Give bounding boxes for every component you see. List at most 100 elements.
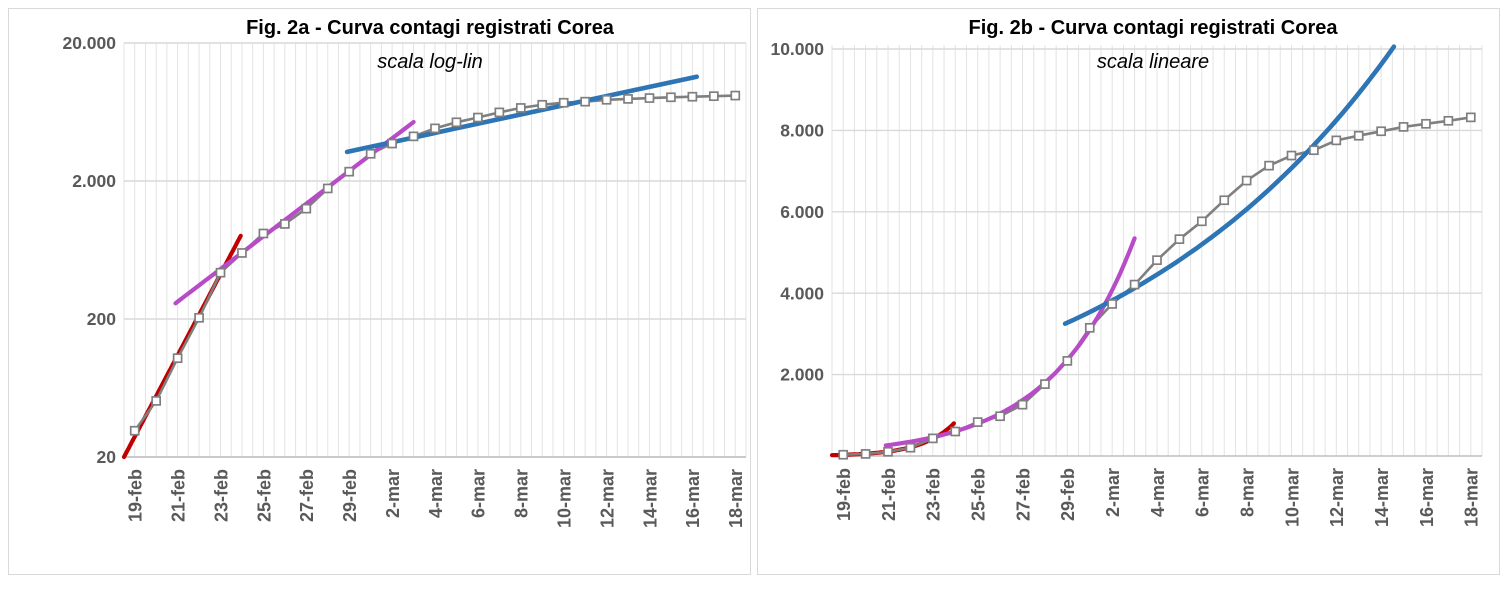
chart-panel-fig2a: Fig. 2a - Curva contagi registrati Corea…: [8, 8, 751, 575]
data-point-marker: [430, 123, 440, 134]
data-point-marker: [1376, 126, 1386, 137]
y-axis-label: 4.000: [780, 283, 824, 303]
data-point-marker: [1353, 130, 1364, 141]
trendline-magenta: [883, 236, 1137, 448]
data-point-marker: [1196, 216, 1207, 227]
data-point-marker: [580, 96, 590, 107]
x-axis-label: 8-mar: [1237, 468, 1257, 517]
x-axis-label: 14-mar: [640, 469, 660, 528]
x-axis-label: 27-feb: [1013, 468, 1033, 521]
y-axis-label: 20: [97, 447, 117, 467]
trendline-magenta: [173, 119, 416, 306]
data-point-marker: [344, 166, 355, 177]
data-point-marker: [194, 312, 204, 323]
x-axis-label: 12-mar: [1327, 468, 1347, 527]
data-point-marker: [995, 411, 1005, 422]
data-point-marker: [151, 396, 162, 406]
x-axis-label: 4-mar: [1148, 468, 1168, 517]
data-point-marker: [1421, 118, 1431, 129]
data-point-marker: [1084, 322, 1095, 333]
data-point-marker: [1241, 175, 1252, 186]
data-point-marker: [215, 267, 226, 278]
data-point-marker: [1309, 145, 1319, 156]
x-axis-label: 19-feb: [834, 468, 854, 521]
data-point-marker: [905, 442, 916, 453]
y-axis-label: 2.000: [72, 171, 116, 191]
data-point-marker: [687, 91, 698, 102]
data-point-marker: [666, 92, 676, 103]
data-point-marker: [280, 219, 290, 229]
x-axis-label: 4-mar: [426, 469, 446, 518]
data-point-marker: [838, 449, 849, 460]
x-axis-label: 23-feb: [211, 469, 231, 522]
x-axis-label: 10-mar: [1282, 468, 1302, 527]
x-axis-label: 19-feb: [126, 469, 146, 522]
data-point-marker: [515, 103, 526, 113]
x-axis-label: 25-feb: [969, 468, 989, 521]
chart-subtitle-fig2a: scala log-lin: [377, 51, 483, 73]
x-axis-label: 10-mar: [555, 469, 575, 528]
trendline-blue: [344, 74, 699, 155]
data-point-marker: [601, 94, 612, 105]
data-point-marker: [1062, 356, 1073, 366]
x-axis-label: 21-feb: [879, 468, 899, 521]
data-point-marker: [322, 183, 333, 194]
data-point-marker: [473, 112, 483, 123]
data-point-marker: [1264, 160, 1274, 171]
x-axis-label: 16-mar: [683, 469, 703, 528]
data-point-marker: [1152, 255, 1162, 266]
data-point-marker: [644, 93, 655, 103]
chart-subtitle-fig2b: scala lineare: [1096, 51, 1210, 73]
data-point-marker: [1129, 279, 1140, 290]
data-point-marker: [494, 107, 505, 118]
data-point-marker: [1465, 112, 1476, 123]
x-axis-label: 25-feb: [254, 469, 274, 522]
data-point-marker: [129, 425, 140, 436]
data-point-marker: [237, 248, 247, 258]
linear-chart-plot: 10.000 8.000 6.000 4.000 2.000 19-feb 21-feb 23…: [770, 39, 1483, 527]
data-point-marker: [708, 91, 719, 102]
data-point-marker: [860, 449, 871, 459]
y-axis-label: 8.000: [780, 121, 824, 141]
data-point-marker: [883, 446, 893, 457]
x-axis-label: 18-mar: [1462, 468, 1482, 527]
data-point-marker: [1443, 115, 1454, 126]
x-axis-label: 29-feb: [340, 469, 360, 522]
data-point-marker: [1040, 379, 1050, 389]
x-axis-label: 12-mar: [597, 469, 617, 528]
x-axis-label: 8-mar: [512, 469, 532, 518]
data-point-marker: [1174, 234, 1185, 245]
x-axis-label: 18-mar: [726, 469, 746, 528]
x-axis-label: 29-feb: [1058, 468, 1078, 521]
data-point-marker: [558, 97, 569, 108]
chart-title-fig2b: Fig. 2b - Curva contagi registrati Corea: [968, 17, 1338, 39]
y-axis-label: 200: [87, 309, 116, 329]
x-axis-label: 14-mar: [1372, 468, 1392, 527]
chart-title-fig2a: Fig. 2a - Curva contagi registrati Corea: [246, 17, 614, 39]
log-lin-chart-plot: 20.000 2.000 200 20 19-feb 21-feb 23-feb 25-feb…: [62, 33, 747, 528]
x-axis-label: 2-mar: [1103, 468, 1123, 517]
data-point-marker: [1219, 195, 1230, 206]
trendline-blue: [1062, 44, 1397, 326]
data-point-marker: [730, 90, 741, 101]
y-axis-label: 10.000: [770, 39, 824, 59]
x-axis-label: 23-feb: [924, 468, 944, 521]
data-point-marker: [258, 228, 269, 239]
x-axis-label: 16-mar: [1417, 468, 1437, 527]
x-axis-label: 21-feb: [168, 469, 188, 522]
y-axis-label: 2.000: [780, 365, 824, 385]
data-point-marker: [387, 138, 397, 149]
data-point-marker: [172, 353, 183, 364]
data-point-marker: [623, 94, 633, 104]
data-point-marker: [1398, 122, 1409, 132]
data-point-marker: [537, 99, 548, 110]
y-axis-label: 20.000: [62, 33, 116, 53]
x-axis-label: 2-mar: [383, 469, 403, 518]
x-axis-label: 6-mar: [469, 469, 489, 518]
data-point-marker: [972, 417, 983, 427]
x-axis-label: 6-mar: [1193, 468, 1213, 517]
data-point-marker: [301, 203, 312, 214]
data-point-marker: [1331, 135, 1342, 146]
data-point-marker: [928, 433, 938, 444]
